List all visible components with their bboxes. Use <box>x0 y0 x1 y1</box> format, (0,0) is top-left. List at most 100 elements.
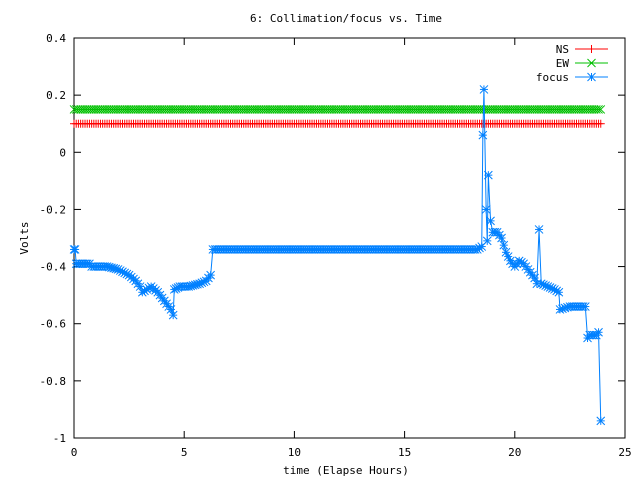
data-point <box>424 105 434 114</box>
data-point <box>578 105 588 114</box>
data-point <box>453 105 462 114</box>
data-point <box>104 105 114 114</box>
data-point <box>182 105 191 114</box>
data-point <box>162 105 171 114</box>
data-point <box>534 105 544 114</box>
data-point <box>497 105 506 114</box>
data-point <box>358 105 368 114</box>
data-point <box>398 105 407 114</box>
data-point <box>142 105 152 114</box>
data-point <box>274 105 284 114</box>
data-point <box>115 105 125 114</box>
data-point <box>329 105 339 114</box>
data-point <box>591 105 601 114</box>
y-tick-label: 0.4 <box>46 32 66 45</box>
data-point <box>521 105 531 114</box>
data-point <box>254 105 264 114</box>
data-point <box>550 105 559 114</box>
legend-item: EW <box>556 57 608 70</box>
data-point <box>171 105 180 114</box>
data-point <box>338 105 348 114</box>
data-point <box>455 105 465 114</box>
data-point <box>168 310 178 320</box>
data-point <box>563 105 573 114</box>
data-point <box>400 105 409 114</box>
data-point <box>503 105 513 114</box>
data-point <box>155 105 165 114</box>
data-point <box>409 105 418 114</box>
data-point <box>281 105 290 114</box>
data-point <box>166 105 176 114</box>
data-point <box>93 105 103 114</box>
data-point <box>478 130 488 140</box>
data-point <box>510 105 520 114</box>
data-point <box>572 105 581 114</box>
data-point <box>151 105 160 114</box>
data-point <box>503 252 513 261</box>
data-point <box>290 105 299 114</box>
data-point <box>395 105 405 114</box>
data-point <box>201 105 211 114</box>
y-tick-label: -0.4 <box>40 261 67 274</box>
data-point <box>450 105 460 114</box>
data-point <box>345 105 354 114</box>
data-point <box>402 105 412 114</box>
data-point <box>495 105 504 114</box>
data-point <box>459 105 469 114</box>
data-point <box>272 105 282 114</box>
data-point <box>545 105 555 114</box>
data-point <box>307 105 317 114</box>
data-point <box>309 105 319 114</box>
data-point <box>587 72 596 82</box>
data-point <box>206 105 216 114</box>
data-point <box>486 216 495 226</box>
data-point <box>261 105 271 114</box>
data-point <box>490 105 500 114</box>
data-point <box>448 105 458 114</box>
data-point <box>85 105 94 114</box>
axis-ticks: 0 5 10 15 20 25 -1 -0.8 -0.6 -0.4 -0.2 0 0.2 0.4 <box>40 32 632 459</box>
data-point <box>96 105 105 114</box>
data-point <box>157 105 167 114</box>
data-point <box>270 105 279 114</box>
y-tick-label: -0.2 <box>40 203 67 216</box>
x-tick-label: 20 <box>508 446 521 459</box>
series-line <box>74 89 602 421</box>
data-point <box>431 105 440 114</box>
data-point <box>517 105 526 114</box>
data-point <box>550 285 559 294</box>
data-point <box>470 105 480 114</box>
data-point <box>245 105 255 114</box>
series-ew <box>69 105 606 114</box>
data-point <box>135 105 145 114</box>
y-axis-label: Volts <box>18 221 31 254</box>
data-point <box>223 105 233 114</box>
data-point <box>433 105 443 114</box>
legend-label: focus <box>536 71 569 84</box>
data-point <box>190 105 200 114</box>
data-point <box>316 105 326 114</box>
data-point <box>442 105 451 114</box>
x-tick-label: 0 <box>71 446 78 459</box>
data-point <box>417 105 427 114</box>
data-point <box>360 105 370 114</box>
data-point <box>237 105 246 114</box>
data-point <box>561 105 570 114</box>
legend-item: NS <box>556 43 608 56</box>
legend-label: NS <box>556 43 569 56</box>
y-tick-label: -0.8 <box>40 375 67 388</box>
data-point <box>197 105 207 114</box>
data-point <box>71 105 81 114</box>
data-point <box>303 105 312 114</box>
data-point <box>175 105 185 114</box>
data-point <box>468 105 478 114</box>
data-point <box>426 105 436 114</box>
data-point <box>320 105 330 114</box>
data-point <box>444 105 454 114</box>
data-point <box>523 105 533 114</box>
data-point <box>435 105 445 114</box>
data-point <box>534 225 544 234</box>
data-point <box>248 105 257 114</box>
data-point <box>144 105 154 114</box>
data-point <box>347 105 357 114</box>
